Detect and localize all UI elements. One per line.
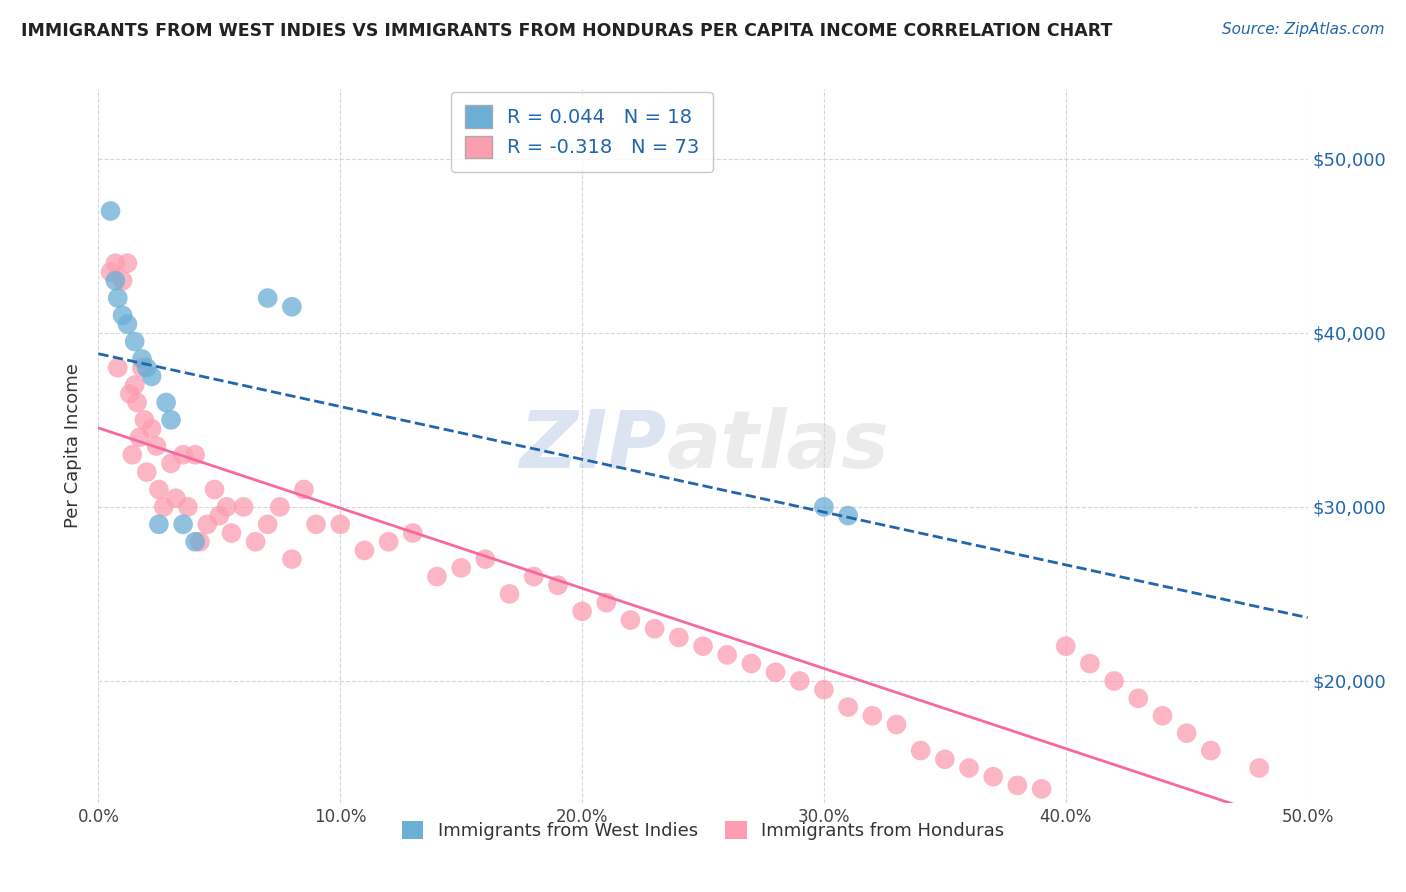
Point	[145, 439, 167, 453]
Point	[184, 534, 207, 549]
Point	[353, 543, 375, 558]
Point	[329, 517, 352, 532]
Point	[131, 351, 153, 366]
Point	[269, 500, 291, 514]
Point	[595, 596, 617, 610]
Point	[860, 708, 883, 723]
Point	[141, 369, 163, 384]
Point	[498, 587, 520, 601]
Point	[204, 483, 226, 497]
Point	[256, 517, 278, 532]
Point	[135, 465, 157, 479]
Point	[716, 648, 738, 662]
Point	[232, 500, 254, 514]
Point	[292, 483, 315, 497]
Text: IMMIGRANTS FROM WEST INDIES VS IMMIGRANTS FROM HONDURAS PER CAPITA INCOME CORREL: IMMIGRANTS FROM WEST INDIES VS IMMIGRANT…	[21, 22, 1112, 40]
Point	[155, 395, 177, 409]
Text: ZIP: ZIP	[519, 407, 666, 485]
Point	[450, 561, 472, 575]
Point	[765, 665, 787, 680]
Point	[215, 500, 238, 514]
Point	[837, 700, 859, 714]
Point	[141, 421, 163, 435]
Point	[128, 430, 150, 444]
Point	[131, 360, 153, 375]
Point	[104, 274, 127, 288]
Point	[188, 534, 211, 549]
Point	[100, 204, 122, 219]
Point	[934, 752, 956, 766]
Point	[117, 256, 139, 270]
Point	[124, 334, 146, 349]
Point	[789, 673, 811, 688]
Point	[281, 300, 304, 314]
Point	[1152, 708, 1174, 723]
Point	[1102, 673, 1125, 688]
Point	[124, 378, 146, 392]
Point	[107, 360, 129, 375]
Point	[619, 613, 641, 627]
Point	[547, 578, 569, 592]
Point	[121, 448, 143, 462]
Point	[135, 360, 157, 375]
Point	[256, 291, 278, 305]
Y-axis label: Per Capita Income: Per Capita Income	[65, 364, 83, 528]
Point	[152, 500, 174, 514]
Point	[402, 526, 425, 541]
Point	[1249, 761, 1271, 775]
Point	[117, 317, 139, 331]
Point	[221, 526, 243, 541]
Text: atlas: atlas	[666, 407, 890, 485]
Point	[571, 604, 593, 618]
Point	[305, 517, 328, 532]
Point	[111, 309, 134, 323]
Point	[172, 517, 194, 532]
Point	[1199, 743, 1222, 757]
Point	[1078, 657, 1101, 671]
Point	[981, 770, 1004, 784]
Point	[134, 413, 156, 427]
Text: Source: ZipAtlas.com: Source: ZipAtlas.com	[1222, 22, 1385, 37]
Point	[377, 534, 399, 549]
Point	[813, 682, 835, 697]
Point	[177, 500, 200, 514]
Point	[813, 500, 835, 514]
Point	[1128, 691, 1150, 706]
Point	[1054, 639, 1077, 653]
Point	[245, 534, 267, 549]
Point	[160, 413, 183, 427]
Point	[886, 717, 908, 731]
Point	[523, 569, 546, 583]
Point	[957, 761, 980, 775]
Point	[107, 291, 129, 305]
Point	[148, 483, 170, 497]
Point	[100, 265, 122, 279]
Point	[1175, 726, 1198, 740]
Point	[668, 631, 690, 645]
Point	[127, 395, 149, 409]
Point	[208, 508, 231, 523]
Point	[281, 552, 304, 566]
Point	[160, 457, 183, 471]
Point	[165, 491, 187, 506]
Legend: Immigrants from West Indies, Immigrants from Honduras: Immigrants from West Indies, Immigrants …	[395, 814, 1011, 847]
Point	[172, 448, 194, 462]
Point	[837, 508, 859, 523]
Point	[104, 256, 127, 270]
Point	[1031, 781, 1053, 796]
Point	[474, 552, 496, 566]
Point	[184, 448, 207, 462]
Point	[740, 657, 762, 671]
Point	[118, 386, 141, 401]
Point	[195, 517, 218, 532]
Point	[111, 274, 134, 288]
Point	[692, 639, 714, 653]
Point	[1007, 778, 1029, 792]
Point	[910, 743, 932, 757]
Point	[426, 569, 449, 583]
Point	[148, 517, 170, 532]
Point	[644, 622, 666, 636]
